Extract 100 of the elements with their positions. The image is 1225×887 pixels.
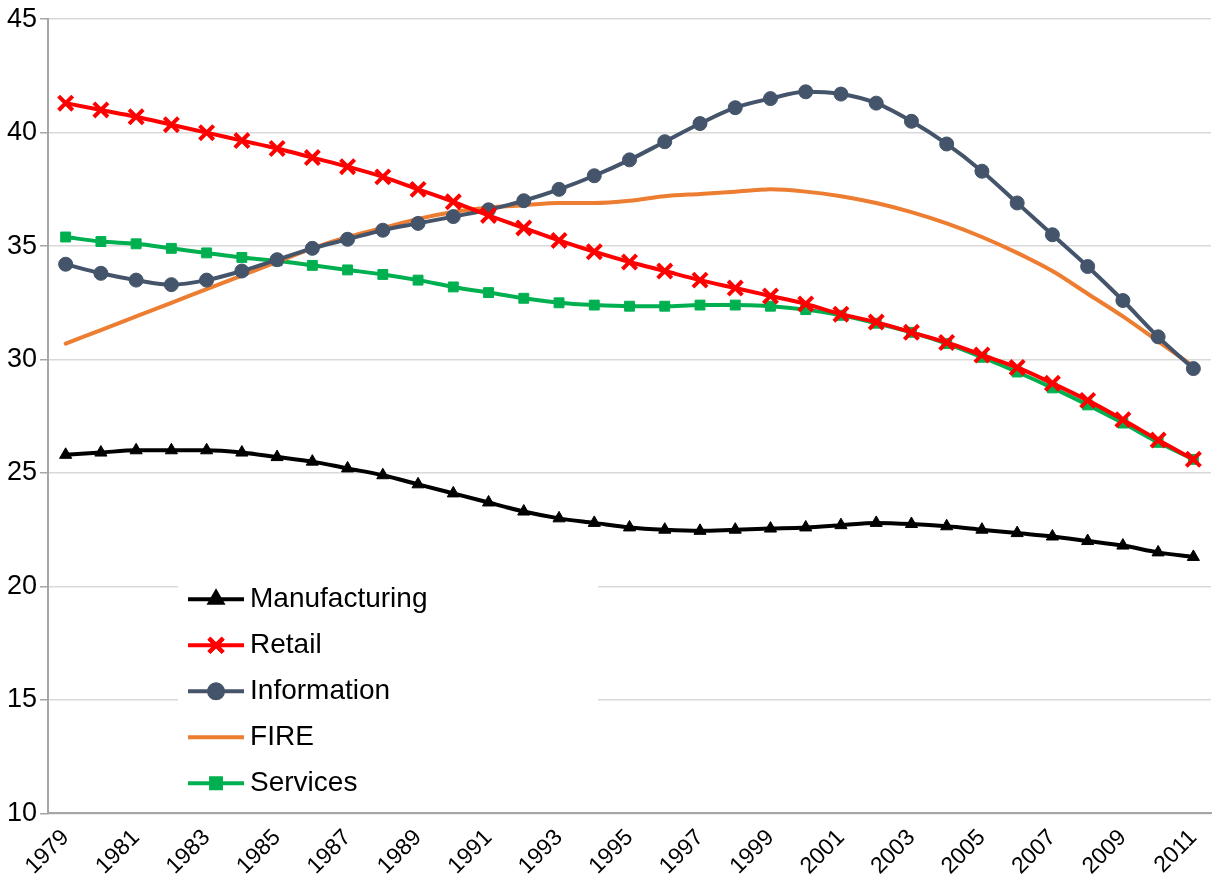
point (58, 256, 74, 272)
point (128, 272, 144, 288)
point (60, 231, 72, 243)
point (587, 515, 601, 527)
point (1078, 391, 1097, 410)
point (1184, 450, 1203, 469)
point (903, 113, 919, 129)
legend-label: Retail (250, 628, 322, 660)
point (729, 299, 741, 311)
point (974, 163, 990, 179)
point (234, 263, 250, 279)
point (411, 476, 425, 489)
point (200, 442, 214, 455)
point (341, 460, 355, 473)
point (763, 521, 778, 533)
point (444, 192, 463, 211)
point (127, 107, 146, 126)
point (95, 236, 107, 247)
point (765, 300, 776, 312)
point (514, 218, 533, 238)
point (868, 95, 884, 111)
y-tick-label: 45 (6, 2, 38, 33)
point (1186, 549, 1200, 561)
point (869, 515, 883, 527)
point (588, 299, 600, 311)
point (624, 300, 635, 312)
legend-label: FIRE (250, 720, 314, 752)
point (1081, 533, 1095, 546)
point (377, 269, 389, 280)
point (306, 259, 318, 271)
point (1116, 538, 1130, 550)
y-tick-label: 25 (6, 456, 38, 487)
point (232, 131, 251, 150)
point (659, 300, 671, 312)
point (373, 167, 392, 186)
point (902, 323, 921, 342)
point (163, 277, 179, 293)
point (831, 305, 851, 324)
point (481, 494, 496, 507)
y-tick-label: 35 (6, 229, 38, 260)
point (796, 294, 815, 314)
point (657, 134, 673, 150)
point (342, 264, 354, 276)
point (834, 517, 848, 530)
point (516, 193, 532, 209)
point (376, 467, 390, 480)
point (518, 292, 530, 304)
y-tick-label: 20 (6, 569, 38, 600)
point (1149, 431, 1168, 450)
point (1010, 525, 1024, 538)
point (199, 272, 215, 288)
point (165, 242, 177, 254)
point (693, 523, 707, 535)
point (375, 222, 391, 238)
point (620, 252, 639, 272)
point (1045, 529, 1059, 541)
point (1009, 195, 1025, 211)
point (268, 139, 287, 158)
point (56, 94, 75, 113)
point (338, 157, 357, 176)
point (201, 247, 213, 259)
point (972, 345, 991, 365)
point (975, 522, 989, 534)
point (410, 215, 426, 231)
point (445, 209, 461, 225)
point (694, 299, 706, 311)
point (622, 519, 637, 532)
point (305, 454, 319, 466)
point (762, 91, 778, 107)
point (552, 510, 566, 523)
point (1008, 358, 1027, 377)
point (91, 100, 110, 120)
point (658, 522, 672, 534)
point (939, 136, 955, 152)
point (483, 287, 494, 299)
y-tick-label: 15 (6, 683, 38, 714)
point (1113, 410, 1132, 429)
point (551, 181, 567, 197)
point (726, 278, 745, 298)
point (761, 286, 780, 306)
y-tick-label: 30 (6, 342, 38, 373)
point (690, 271, 710, 290)
point (553, 297, 565, 309)
point (412, 274, 424, 286)
point (655, 261, 674, 281)
point (1151, 544, 1165, 557)
point (303, 148, 322, 167)
point (340, 231, 356, 247)
point (447, 281, 459, 293)
point (799, 519, 813, 532)
point (479, 206, 498, 225)
point (622, 152, 638, 168)
point (940, 518, 954, 531)
legend-label: Services (250, 766, 358, 798)
point (1185, 361, 1201, 377)
point (1080, 259, 1096, 275)
point (549, 231, 569, 250)
point (235, 445, 249, 457)
legend-label: Information (250, 674, 391, 706)
point (727, 100, 743, 116)
